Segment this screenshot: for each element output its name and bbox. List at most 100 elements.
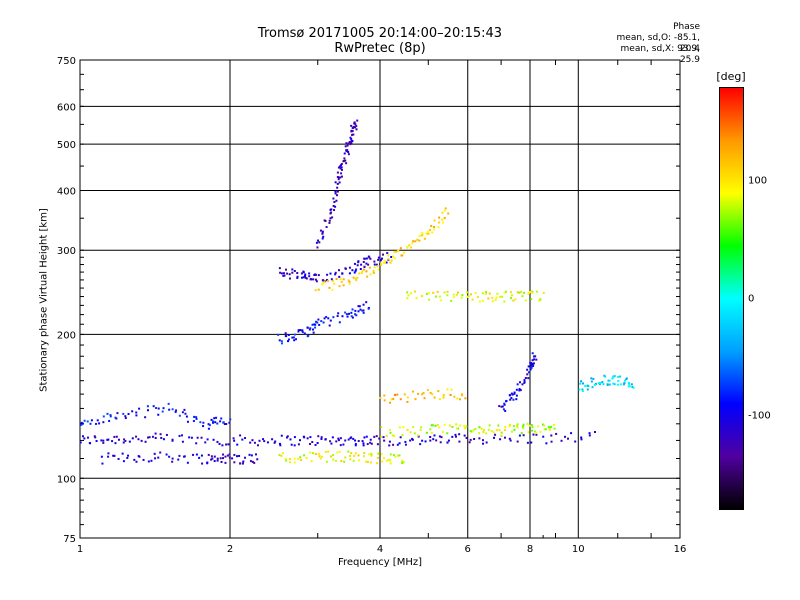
echo-point <box>280 342 283 345</box>
echo-point <box>567 437 570 440</box>
echo-point <box>552 423 555 426</box>
echo-point <box>346 144 349 147</box>
echo-point <box>482 428 485 431</box>
echo-point <box>115 435 118 438</box>
echo-point <box>154 432 157 435</box>
echo-point <box>239 462 242 465</box>
echo-point <box>285 335 288 338</box>
echo-point <box>446 290 449 293</box>
echo-point <box>419 428 422 431</box>
echo-point <box>300 272 303 275</box>
echo-point <box>357 305 360 308</box>
echo-point <box>458 398 461 401</box>
echo-point <box>116 412 119 415</box>
echo-point <box>592 377 595 380</box>
echo-point <box>522 425 525 428</box>
echo-point <box>300 329 303 332</box>
echo-point <box>294 333 297 336</box>
echo-point <box>142 458 145 461</box>
echo-point <box>312 328 315 331</box>
echo-point <box>354 309 357 312</box>
echo-point <box>308 272 311 275</box>
echo-point <box>487 297 490 300</box>
echo-point <box>613 383 616 386</box>
echo-point <box>328 221 331 224</box>
echo-point <box>392 443 395 446</box>
echo-point <box>284 268 287 271</box>
echo-point <box>100 455 103 458</box>
echo-point <box>456 397 459 400</box>
echo-point <box>321 232 324 235</box>
echo-point <box>343 460 346 463</box>
echo-point <box>416 238 419 241</box>
echo-point <box>421 439 424 442</box>
echo-point <box>505 290 508 293</box>
echo-point <box>238 454 241 457</box>
echo-point <box>338 321 341 324</box>
echo-point <box>357 260 360 263</box>
echo-point <box>406 400 409 403</box>
echo-point <box>352 276 355 279</box>
echo-point <box>98 422 101 425</box>
echo-point <box>544 428 547 431</box>
echo-point <box>501 295 504 298</box>
echo-point <box>520 432 523 435</box>
echo-point <box>531 359 534 362</box>
echo-point <box>345 142 348 145</box>
echo-point <box>331 288 334 291</box>
echo-point <box>403 393 406 396</box>
echo-point <box>581 388 584 391</box>
echo-point <box>499 438 502 441</box>
echo-point <box>200 454 203 457</box>
echo-point <box>362 442 365 445</box>
echo-point <box>421 294 424 297</box>
echo-point <box>515 398 518 401</box>
echo-point <box>233 439 236 442</box>
colorbar-tick-label: 100 <box>748 175 768 187</box>
echo-point <box>306 326 309 329</box>
echo-point <box>287 338 290 341</box>
echo-point <box>225 443 228 446</box>
echo-point <box>102 439 105 442</box>
echo-point <box>512 398 515 401</box>
echo-point <box>347 142 350 145</box>
echo-point <box>192 453 195 456</box>
echo-point <box>531 429 534 432</box>
echo-point <box>350 436 353 439</box>
x-tick-label: 8 <box>527 544 533 555</box>
echo-point <box>333 200 336 203</box>
echo-point <box>228 453 231 456</box>
echo-point <box>511 393 514 396</box>
echo-point <box>86 420 89 423</box>
echo-point <box>165 433 168 436</box>
echo-point <box>339 165 342 168</box>
echo-point <box>250 454 253 457</box>
y-tick-label: 500 <box>57 140 76 151</box>
echo-point <box>122 412 125 415</box>
echo-point <box>326 279 329 282</box>
echo-point <box>582 382 585 385</box>
echo-point <box>394 455 397 458</box>
echo-point <box>352 437 355 440</box>
echo-point <box>381 253 384 256</box>
echo-point <box>550 425 553 428</box>
echo-point <box>429 428 432 431</box>
echo-point <box>167 402 170 405</box>
echo-point <box>155 407 158 410</box>
echo-point <box>297 443 300 446</box>
echo-point <box>314 323 317 326</box>
echo-point <box>478 426 481 429</box>
echo-point <box>117 438 120 441</box>
echo-point <box>446 388 449 391</box>
echo-point <box>423 237 426 240</box>
echo-point <box>599 381 602 384</box>
echo-point <box>174 410 177 413</box>
echo-point <box>625 378 628 381</box>
echo-point <box>302 271 305 274</box>
echo-point <box>236 443 239 446</box>
echo-point <box>522 434 525 437</box>
echo-point <box>411 390 414 393</box>
echo-point <box>338 275 341 278</box>
echo-point <box>330 278 333 281</box>
echo-point <box>283 274 286 277</box>
